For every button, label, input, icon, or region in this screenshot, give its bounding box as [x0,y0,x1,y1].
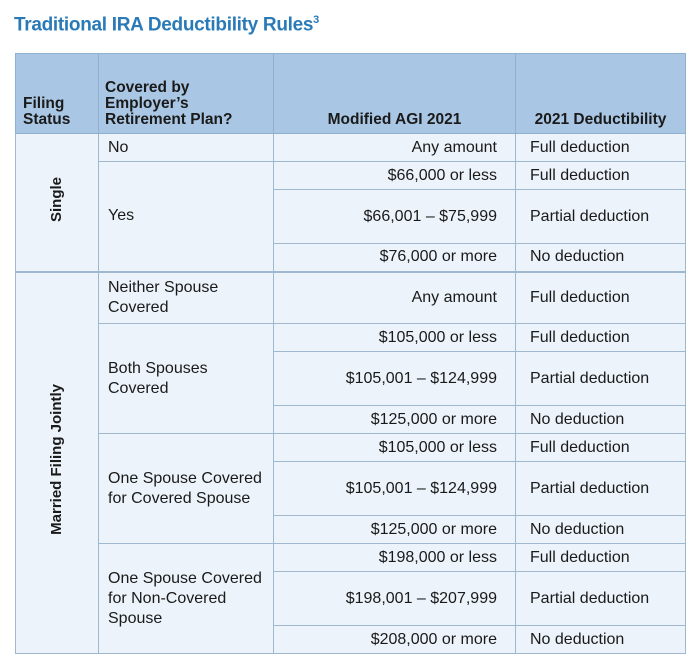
agi-cell: $76,000 or more [273,243,516,272]
table-row: Married Filing Jointly Neither Spouse Co… [15,270,686,654]
table-row: $66,001 – $75,999 Partial deduction [16,189,686,244]
covered-cell: No [98,133,274,162]
deduction-cell: Partial deduction [515,351,686,406]
table-row: $105,001 – $124,999 Partial deduction [16,351,686,406]
covered-cell: Neither Spouse Covered [98,270,274,324]
deduction-cell: Partial deduction [515,571,686,626]
deduction-cell: No deduction [515,243,686,272]
agi-cell: $208,000 or more [273,625,516,654]
agi-cell: $66,000 or less [273,161,516,190]
table-row: $125,000 or more No deduction [16,515,686,544]
agi-cell: $105,001 – $124,999 [273,351,516,406]
header-filing-status: Filing Status [15,53,99,134]
deduction-cell: Partial deduction [515,189,686,244]
header-row: Filing Status Covered by Employer’s Reti… [15,53,686,134]
agi-cell: $105,000 or less [273,433,516,462]
header-modified-agi: Modified AGI 2021 [273,53,516,134]
title-footnote: 3 [313,14,319,26]
table-row: One Spouse Covered for Non-Covered Spous… [16,543,686,654]
header-covered: Covered by Employer’s Retirement Plan? [98,53,274,134]
deduction-cell: Full deduction [515,323,686,352]
covered-cell: One Spouse Covered for Non-Covered Spous… [98,543,274,654]
table-row: $125,000 or more No deduction [16,405,686,434]
table-row: Single No Any amount Full deduction [15,133,686,272]
deduction-cell: No deduction [515,515,686,544]
filing-status-label: Married Filing Jointly [48,384,65,536]
deduction-cell: Full deduction [515,270,686,324]
filing-status-label: Single [48,176,65,222]
deduction-cell: No deduction [515,405,686,434]
agi-cell: Any amount [273,270,516,324]
deduction-cell: Full deduction [515,543,686,572]
agi-cell: $125,000 or more [273,515,516,544]
header-deductibility: 2021 Deductibility [515,53,686,134]
agi-cell: $105,001 – $124,999 [273,461,516,516]
table-row: $208,000 or more No deduction [16,625,686,654]
table-row: $105,001 – $124,999 Partial deduction [16,461,686,516]
covered-cell: Both Spouses Covered [98,323,274,434]
agi-cell: $125,000 or more [273,405,516,434]
deduction-cell: No deduction [515,625,686,654]
title-text: Traditional IRA Deductibility Rules [14,14,314,36]
ira-deductibility-table: Filing Status Covered by Employer’s Reti… [15,53,686,654]
table-row: $198,001 – $207,999 Partial deduction [16,571,686,626]
deduction-cell: Partial deduction [515,461,686,516]
table-row: One Spouse Covered for Covered Spouse $1… [16,433,686,544]
agi-cell: Any amount [273,133,516,162]
table-row: Yes $66,000 or less Full deduction [16,161,686,272]
table-row: Both Spouses Covered $105,000 or less Fu… [16,323,686,434]
agi-cell: $105,000 or less [273,323,516,352]
deduction-cell: Full deduction [515,433,686,462]
filing-status-married: Married Filing Jointly [15,270,99,654]
covered-cell: One Spouse Covered for Covered Spouse [98,433,274,544]
covered-cell: Yes [98,161,274,272]
agi-cell: $66,001 – $75,999 [273,189,516,244]
agi-cell: $198,001 – $207,999 [273,571,516,626]
page-title: Traditional IRA Deductibility Rules3 [14,14,319,36]
deduction-cell: Full deduction [515,133,686,162]
agi-cell: $198,000 or less [273,543,516,572]
filing-status-single: Single [15,133,99,272]
deduction-cell: Full deduction [515,161,686,190]
